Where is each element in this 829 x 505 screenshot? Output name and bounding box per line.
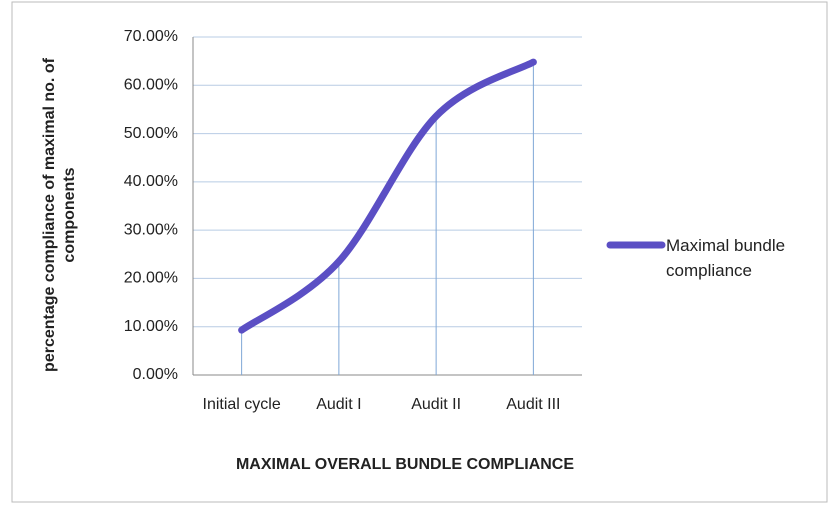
y-tick-label: 70.00% (124, 28, 178, 45)
x-tick-label: Initial cycle (202, 396, 281, 413)
x-tick-label: Audit III (506, 396, 561, 413)
y-tick-label: 30.00% (124, 221, 178, 238)
y-tick-label: 60.00% (124, 77, 178, 94)
y-tick-label: 40.00% (124, 173, 178, 190)
series-line (238, 58, 537, 334)
frame (11, 1, 828, 503)
x-axis-title: MAXIMAL OVERALL BUNDLE COMPLIANCE (235, 456, 575, 473)
y-axis-title: percentage compliance of maximal no. of … (41, 58, 78, 372)
y-tick-label: 0.00% (133, 366, 178, 383)
legend-label: Maximal bundle compliance (666, 236, 786, 280)
x-tick-label: Audit I (316, 396, 362, 413)
y-tick-label: 50.00% (124, 125, 178, 142)
x-tick-label: Audit II (411, 396, 462, 413)
y-tick-label: 20.00% (124, 270, 178, 287)
y-tick-label: 10.00% (124, 318, 178, 335)
